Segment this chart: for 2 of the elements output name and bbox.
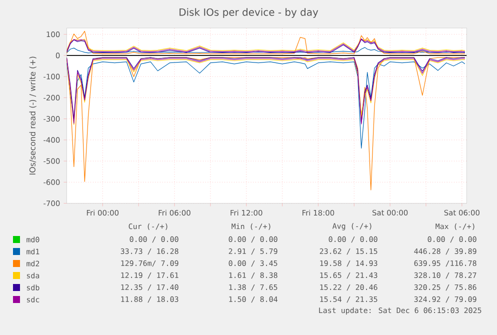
chart-title: Disk IOs per device - by day: [180, 8, 318, 18]
line-series: [66, 61, 466, 148]
